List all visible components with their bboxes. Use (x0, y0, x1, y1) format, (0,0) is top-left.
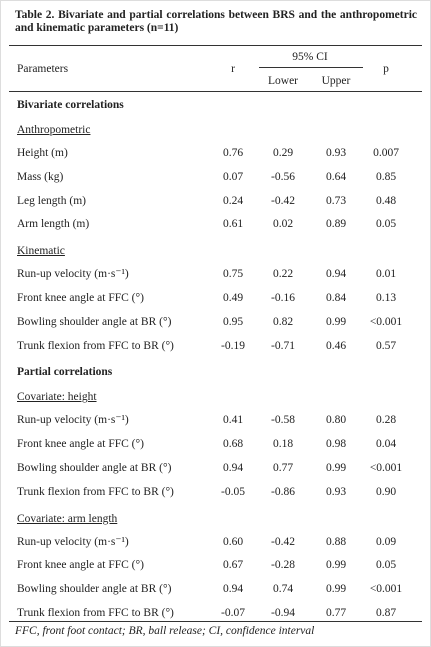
row-label: Front knee angle at FFC (°) (17, 292, 144, 304)
group-title: Anthropometric (17, 124, 91, 136)
cell: 0.94 (325, 268, 347, 281)
rule (259, 67, 363, 68)
cell: 0.01 (375, 268, 397, 281)
row-label: Trunk flexion from FFC to BR (°) (17, 339, 174, 352)
cell: 0.77 (325, 607, 347, 619)
cell: -0.05 (221, 485, 245, 498)
cell: 0.67 (222, 559, 244, 572)
group-title: Covariate: arm length (17, 512, 118, 525)
row-label: Mass (kg) (17, 170, 64, 183)
header-cell: r (231, 63, 235, 75)
cell: -0.28 (271, 559, 295, 572)
cell: 0.84 (325, 292, 347, 304)
cell: 0.24 (222, 194, 244, 207)
cell: 0.95 (222, 315, 244, 328)
cell: 0.007 (373, 147, 399, 159)
cell: 0.93 (325, 147, 347, 159)
cell: 0.94 (222, 583, 244, 596)
cell: 0.07 (222, 170, 244, 183)
cell: 0.41 (222, 414, 244, 427)
cell: <0.001 (369, 583, 403, 596)
cell: 0.46 (325, 339, 347, 352)
cell: 0.75 (222, 268, 244, 281)
cell: 0.18 (272, 438, 294, 451)
cell: -0.58 (271, 414, 295, 427)
header-cell: p (383, 63, 389, 75)
row-label: Run-up velocity (m·s⁻¹) (17, 414, 129, 427)
cell: <0.001 (369, 315, 403, 328)
row-label: Front knee angle at FFC (°) (17, 438, 144, 451)
cell: 0.49 (222, 292, 244, 304)
cell: 0.94 (222, 462, 244, 474)
cell: 0.99 (325, 315, 347, 328)
cell: 0.99 (325, 462, 347, 474)
cell: 0.09 (375, 535, 397, 548)
cell: 0.02 (272, 218, 294, 231)
header-cell: 95% CI (292, 51, 328, 63)
cell: 0.04 (375, 438, 397, 451)
row-label: Run-up velocity (m·s⁻¹) (17, 268, 129, 281)
group-title: Kinematic (17, 245, 65, 258)
section-title: Bivariate correlations (17, 99, 124, 111)
cell: 0.68 (222, 438, 244, 451)
cell: 0.28 (375, 414, 397, 427)
rule (9, 621, 422, 622)
row-label: Leg length (m) (17, 194, 86, 207)
cell: 0.73 (325, 194, 347, 207)
cell: -0.94 (271, 607, 295, 619)
cell: 0.99 (325, 583, 347, 596)
row-label: Bowling shoulder angle at BR (°) (17, 462, 172, 474)
section-title: Partial correlations (17, 366, 113, 379)
row-label: Trunk flexion from FFC to BR (°) (17, 607, 174, 619)
cell: -0.16 (271, 292, 295, 304)
cell: 0.61 (222, 218, 244, 231)
cell: -0.07 (221, 607, 245, 619)
cell: -0.56 (271, 170, 295, 183)
header-cell: Upper (321, 75, 351, 87)
cell: <0.001 (369, 462, 403, 474)
cell: 0.87 (375, 607, 397, 619)
row-label: Front knee angle at FFC (°) (17, 559, 144, 572)
cell: -0.42 (271, 535, 295, 548)
cell: 0.77 (272, 462, 294, 474)
cell: -0.86 (271, 485, 295, 498)
row-label: Bowling shoulder angle at BR (°) (17, 583, 172, 596)
row-label: Trunk flexion from FFC to BR (°) (17, 485, 174, 498)
header-cell: Parameters (17, 63, 69, 75)
group-title: Covariate: height (17, 391, 97, 404)
cell: 0.85 (375, 170, 397, 183)
row-label: Arm length (m) (17, 218, 90, 231)
cell: 0.99 (325, 559, 347, 572)
cell: -0.71 (271, 339, 295, 352)
row-label: Run-up velocity (m·s⁻¹) (17, 535, 129, 548)
cell: 0.89 (325, 218, 347, 231)
cell: 0.48 (375, 194, 397, 207)
table-title: Table 2. Bivariate and partial correlati… (15, 9, 417, 34)
cell: 0.05 (375, 559, 397, 572)
cell: 0.90 (375, 485, 397, 498)
row-label: Height (m) (17, 147, 68, 159)
cell: 0.29 (272, 147, 294, 159)
rule (9, 45, 422, 46)
cell: 0.76 (222, 147, 244, 159)
cell: -0.42 (271, 194, 295, 207)
cell: 0.93 (325, 485, 347, 498)
cell: 0.98 (325, 438, 347, 451)
cell: 0.22 (272, 268, 294, 281)
cell: 0.64 (325, 170, 347, 183)
cell: 0.82 (272, 315, 294, 328)
cell: 0.05 (375, 218, 397, 231)
header-cell: Lower (267, 75, 299, 87)
cell: 0.74 (272, 583, 294, 596)
footnote: FFC, front foot contact; BR, ball releas… (15, 625, 315, 637)
cell: 0.80 (325, 414, 347, 427)
cell: 0.13 (375, 292, 397, 304)
cell: 0.60 (222, 535, 244, 548)
cell: -0.19 (221, 339, 245, 352)
cell: 0.88 (325, 535, 347, 548)
row-label: Bowling shoulder angle at BR (°) (17, 315, 172, 328)
cell: 0.57 (375, 339, 397, 352)
rule (9, 91, 422, 92)
